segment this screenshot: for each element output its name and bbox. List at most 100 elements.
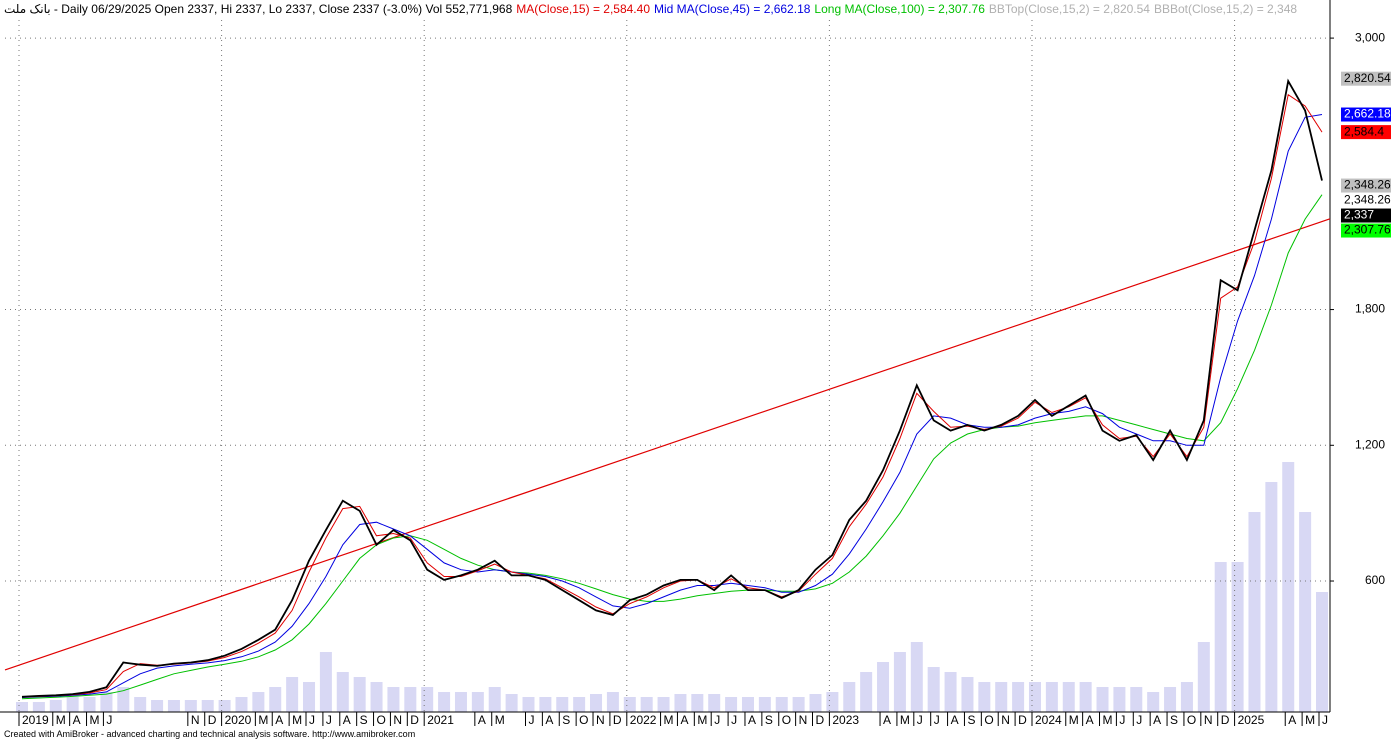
volume-bar [151,700,164,712]
x-tick-label: 2021 [427,713,454,727]
last-value-box [1341,125,1391,140]
last-value-label: 2,348.26 [1344,178,1391,192]
volume-bar [134,697,147,712]
volume-bar [286,677,299,712]
volume-bar [539,697,552,712]
header-part: BBBot(Close,15,2) = 2,348 [1153,2,1298,16]
volume-bar [961,677,974,712]
volume-bar [843,682,856,712]
volume-bar [1045,682,1058,712]
x-tick-label: N [393,713,402,727]
volume-bar [910,642,923,712]
volume-bar [674,694,687,712]
volume-bar [826,692,839,712]
volume-bar [927,667,940,712]
x-tick-label: J [106,713,112,727]
x-tick-label: J [326,713,332,727]
x-tick-label: D [816,713,825,727]
x-tick-label: 2023 [832,713,859,727]
last-value-label: 2,584.4 [1344,124,1384,138]
header-part: BBTop(Close,15,2) = 2,820.54 [988,2,1150,16]
x-tick-label: A [748,713,756,727]
volume-bar [725,697,738,712]
volume-bar [893,652,906,712]
x-tick-label: J [714,713,720,727]
chart-header: بانک ملت - Daily 06/29/2025 Open 2337, H… [4,2,1301,16]
volume-bar [1012,682,1025,712]
x-tick-label: N [1204,713,1213,727]
volume-bar [438,692,451,712]
x-tick-label: N [191,713,200,727]
x-tick-label: A [883,713,891,727]
volume-bar [370,682,383,712]
last-value-box [1341,71,1391,86]
last-value-box [1341,178,1391,193]
volume-bar [252,692,265,712]
volume-bar [877,662,890,712]
x-tick-label: A [951,713,959,727]
volume-bar [1316,592,1328,712]
x-tick-label: N [596,713,605,727]
volume-bar [16,702,28,712]
x-tick-label: M [258,713,268,727]
trend-line [4,218,1331,671]
volume-bar [741,697,754,712]
x-tick-label: S [360,713,368,727]
x-tick-label: A [1153,713,1161,727]
volume-bar [657,697,670,712]
last-value-box [1341,107,1391,122]
volume-bar [49,700,62,712]
x-tick-label: A [1288,713,1296,727]
volume-bar [809,694,822,712]
x-tick-label: J [528,713,534,727]
footer: Created with AmiBroker - advanced charti… [4,729,416,739]
x-tick-label: M [664,713,674,727]
x-tick-label: J [731,713,737,727]
price-line [21,78,1323,698]
volume-bar [83,697,96,712]
x-tick-label: M [90,713,100,727]
volume-bar [573,697,586,712]
x-tick-label: J [934,713,940,727]
volume-bar [387,687,400,712]
volume-bar [792,697,805,712]
price-line [21,194,1323,700]
volume-bar [303,682,316,712]
x-tick-label: D [613,713,622,727]
x-tick-label: M [900,713,910,727]
header-part: بانک ملت - Daily 06/29/2025 Open 2337, H… [4,2,513,16]
volume-bar [1113,687,1126,712]
x-tick-label: M [495,713,505,727]
x-tick-label: S [967,713,975,727]
x-tick-label: O [782,713,791,727]
volume-bar [421,687,434,712]
last-value-label: 2,337 [1344,208,1374,222]
x-tick-label: D [1018,713,1027,727]
volume-bar [1265,482,1278,712]
volume-bar [556,697,569,712]
x-tick-label: O [1187,713,1196,727]
x-tick-label: O [984,713,993,727]
x-tick-label: M [56,713,66,727]
price-line [21,93,1323,698]
x-tick-label: A [1086,713,1094,727]
volume-bar [488,687,501,712]
volume-bar [1299,512,1312,712]
volume-bar [1096,687,1109,712]
volume-bar [117,687,130,712]
x-tick-label: A [343,713,351,727]
x-tick-label: 2024 [1035,713,1062,727]
last-value-label: 2,307.76 [1344,223,1391,237]
x-tick-label: O [377,713,386,727]
volume-bar [1214,562,1227,712]
y-tick-label: 3,000 [1355,30,1385,44]
x-tick-label: D [208,713,217,727]
volume-bar [995,682,1008,712]
volume-bar [218,700,231,712]
x-tick-label: N [799,713,808,727]
header-part: Long MA(Close,100) = 2,307.76 [814,2,985,16]
header-part: MA(Close,15) = 2,584.40 [516,2,650,16]
x-tick-label: J [1119,713,1125,727]
volume-bar [758,697,771,712]
